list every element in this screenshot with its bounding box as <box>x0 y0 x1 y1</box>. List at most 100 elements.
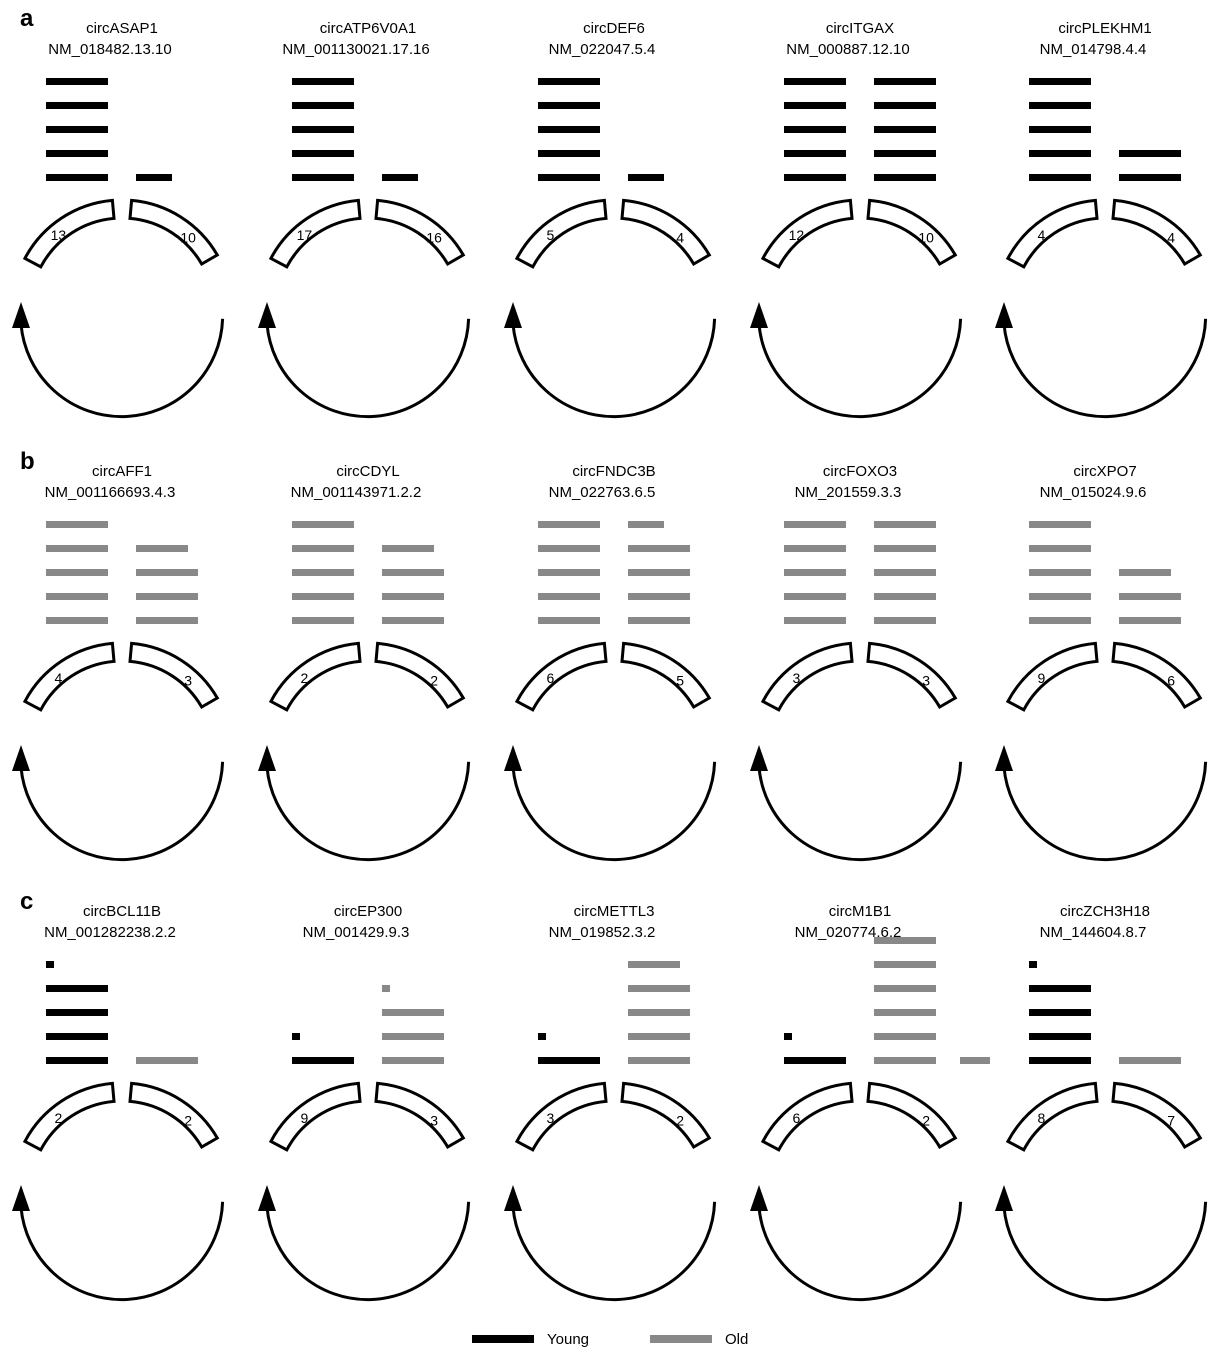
transcript-id: NM_014798.4.4 <box>1040 41 1147 58</box>
left-junction-read-bar <box>46 961 54 968</box>
transcript-id: NM_001429.9.3 <box>303 924 410 941</box>
left-exon-block <box>268 641 362 712</box>
left-exon-block <box>760 641 854 712</box>
left-exon-block <box>1005 641 1099 712</box>
right-junction-read-bar <box>136 593 198 600</box>
left-junction-read-bar <box>784 617 846 624</box>
left-junction-read-bar <box>784 545 846 552</box>
right-junction-read-bar <box>136 545 188 552</box>
left-junction-read-bar <box>784 126 846 133</box>
right-junction-read-bar <box>874 961 936 968</box>
left-exon-block <box>760 1081 854 1152</box>
backsplice-loop <box>757 1201 963 1302</box>
left-exon-number: 6 <box>793 1110 801 1126</box>
left-junction-read-bar <box>1029 126 1091 133</box>
right-junction-read-bar <box>874 569 936 576</box>
right-junction-read-bar <box>628 1057 690 1064</box>
right-exon-number: 10 <box>180 229 196 245</box>
left-exon-number: 6 <box>547 670 555 686</box>
right-exon-number: 10 <box>918 229 934 245</box>
left-junction-read-bar <box>538 150 600 157</box>
transcript-id: NM_001130021.17.16 <box>282 41 429 58</box>
left-junction-read-bar <box>538 545 600 552</box>
left-junction-read-bar <box>1029 569 1091 576</box>
left-exon-block <box>22 198 116 269</box>
left-junction-read-bar <box>538 1057 600 1064</box>
left-junction-read-bar <box>784 593 846 600</box>
right-exon-block <box>866 1081 958 1150</box>
circrna-name: circATP6V0A1 <box>320 20 416 37</box>
panel-letter: c <box>20 888 33 915</box>
left-junction-read-bar <box>784 569 846 576</box>
left-junction-read-bar <box>1029 150 1091 157</box>
transcript-id: NM_001282238.2.2 <box>44 924 176 941</box>
transcript-id: NM_201559.3.3 <box>795 484 902 501</box>
right-junction-read-bar <box>628 1009 690 1016</box>
left-junction-read-bar <box>1029 1009 1091 1016</box>
circrna-name: circBCL11B <box>83 903 161 920</box>
right-junction-read-bar <box>382 174 418 181</box>
left-exon-number: 8 <box>1038 1110 1046 1126</box>
right-junction-read-bar <box>874 617 936 624</box>
transcript-id: NM_018482.13.10 <box>48 41 171 58</box>
backsplice-loop <box>1002 761 1208 862</box>
left-junction-read-bar <box>1029 521 1091 528</box>
right-junction-read-bar <box>874 545 936 552</box>
transcript-id: NM_019852.3.2 <box>549 924 656 941</box>
arrowhead-icon <box>12 1185 30 1211</box>
left-junction-read-bar <box>538 174 600 181</box>
right-junction-read-bar <box>382 985 390 992</box>
left-junction-read-bar <box>1029 78 1091 85</box>
circrna-circFOXO3: circFOXO3 NM_201559.3.3 3 3 <box>750 463 963 862</box>
left-junction-read-bar <box>784 1033 792 1040</box>
backsplice-loop <box>265 1201 471 1302</box>
left-junction-read-bar <box>46 593 108 600</box>
arrowhead-icon <box>750 745 768 771</box>
right-exon-block <box>128 1081 220 1150</box>
left-exon-number: 9 <box>301 1110 309 1126</box>
circrna-circATP6V0A1: circATP6V0A1 NM_001130021.17.16 17 16 <box>258 20 471 419</box>
right-junction-read-bar <box>874 1057 936 1064</box>
left-junction-read-bar <box>784 78 846 85</box>
circrna-name: circZCH3H18 <box>1060 903 1150 920</box>
right-junction-read-bar <box>382 1057 444 1064</box>
right-junction-read-bar <box>628 174 664 181</box>
left-exon-number: 17 <box>297 227 313 243</box>
left-exon-number: 4 <box>1038 227 1046 243</box>
left-junction-read-bar <box>292 545 354 552</box>
arrowhead-icon <box>750 302 768 328</box>
left-junction-read-bar <box>1029 985 1091 992</box>
left-junction-read-bar <box>538 1033 546 1040</box>
right-junction-read-bar <box>1119 150 1181 157</box>
circrna-circEP300: circEP300 NM_001429.9.3 9 3 <box>258 903 471 1302</box>
circrna-circITGAX: circITGAX NM_000887.12.10 12 10 <box>750 20 963 419</box>
right-exon-block <box>374 641 466 710</box>
transcript-id: NM_015024.9.6 <box>1040 484 1147 501</box>
right-exon-number: 7 <box>1167 1112 1175 1128</box>
left-junction-read-bar <box>292 569 354 576</box>
left-exon-number: 3 <box>793 670 801 686</box>
left-junction-read-bar <box>292 126 354 133</box>
right-junction-read-bar <box>1119 593 1181 600</box>
right-junction-read-bar <box>136 1057 198 1064</box>
left-junction-read-bar <box>1029 1057 1091 1064</box>
arrowhead-icon <box>258 302 276 328</box>
backsplice-loop <box>511 761 717 862</box>
left-junction-read-bar <box>784 174 846 181</box>
circrna-circBCL11B: circBCL11B NM_001282238.2.2 2 2 <box>12 903 225 1302</box>
left-junction-read-bar <box>1029 102 1091 109</box>
left-junction-read-bar <box>46 985 108 992</box>
right-junction-read-bar <box>628 617 690 624</box>
right-exon-block <box>1111 1081 1203 1150</box>
left-junction-read-bar <box>292 150 354 157</box>
left-junction-read-bar <box>1029 545 1091 552</box>
legend-young-swatch <box>472 1335 534 1343</box>
backsplice-loop <box>265 318 471 419</box>
left-exon-number: 2 <box>55 1110 63 1126</box>
left-junction-read-bar <box>784 102 846 109</box>
circrna-name: circFOXO3 <box>823 463 897 480</box>
transcript-id: NM_022047.5.4 <box>549 41 656 58</box>
right-junction-read-bar <box>1119 569 1171 576</box>
right-junction-read-bar <box>1119 1057 1181 1064</box>
